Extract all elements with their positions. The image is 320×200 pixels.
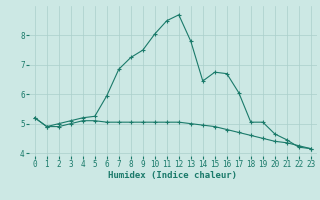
X-axis label: Humidex (Indice chaleur): Humidex (Indice chaleur) — [108, 171, 237, 180]
